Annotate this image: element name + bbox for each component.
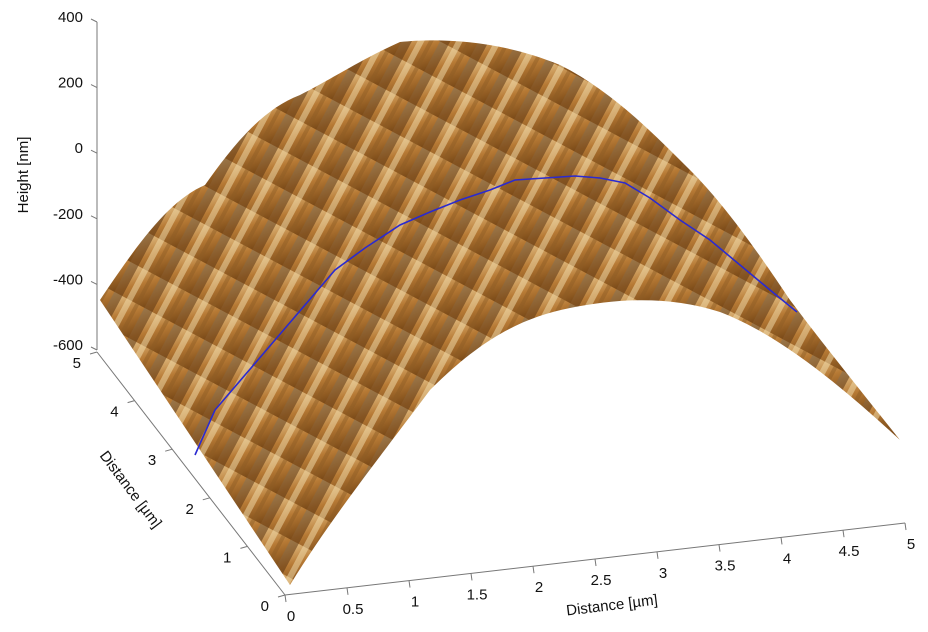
z-tick-label: 400 — [58, 9, 83, 26]
x-tick — [409, 581, 410, 588]
z-tick-label: 0 — [75, 140, 83, 157]
z-tick — [91, 85, 97, 88]
x-tick-label: 1 — [411, 594, 419, 611]
y-tick — [128, 401, 135, 403]
x-tick-label: 4.5 — [839, 543, 860, 560]
z-tick — [91, 19, 97, 22]
x-tick-label: 3.5 — [715, 558, 736, 575]
x-tick — [719, 545, 720, 552]
z-tick — [91, 216, 97, 219]
x-tick-label: 4 — [783, 550, 791, 567]
x-tick — [285, 595, 286, 602]
y-tick-label: 0 — [261, 598, 269, 615]
y-tick — [203, 498, 210, 500]
z-tick-label: -400 — [53, 271, 83, 288]
z-tick-label: -200 — [53, 206, 83, 223]
x-tick — [843, 530, 844, 537]
chart: -600 -400 -200 0 200 400 0 1 2 3 4 5 0 0.5 1 1.5 2 2.5 3 3.… — [0, 0, 928, 632]
z-tick-label: -600 — [53, 337, 83, 354]
y-tick-label: 1 — [223, 549, 231, 566]
z-tick — [91, 347, 97, 350]
x-tick-label: 2.5 — [591, 572, 612, 589]
z-tick — [91, 150, 97, 153]
y-tick-label: 4 — [110, 404, 118, 421]
x-axis-label: Distance [µm] — [565, 591, 658, 619]
y-tick — [165, 449, 172, 451]
x-tick-label: 2 — [535, 579, 543, 596]
x-tick — [471, 573, 472, 580]
x-tick — [905, 523, 906, 530]
x-tick-label: 3 — [659, 565, 667, 582]
x-tick — [657, 552, 658, 559]
y-tick — [240, 546, 247, 548]
x-tick-label: 5 — [907, 536, 915, 553]
x-tick-label: 1.5 — [467, 586, 488, 603]
x-tick-label: 0 — [287, 608, 295, 625]
x-tick — [347, 588, 348, 595]
x-tick — [533, 566, 534, 573]
y-tick-label: 5 — [73, 355, 81, 372]
y-tick — [278, 595, 285, 597]
z-tick — [91, 281, 97, 284]
surface — [100, 40, 900, 585]
x-tick — [781, 537, 782, 544]
z-tick-label: 200 — [58, 75, 83, 92]
z-axis-label: Height [nm] — [15, 137, 32, 214]
y-tick-label: 3 — [148, 452, 156, 469]
y-tick — [90, 352, 97, 354]
x-tick-label: 0.5 — [343, 601, 364, 618]
x-tick — [595, 559, 596, 566]
page: {"chart_data": {"type": "surface3d", "xl… — [0, 0, 928, 632]
y-tick-label: 2 — [185, 501, 193, 518]
